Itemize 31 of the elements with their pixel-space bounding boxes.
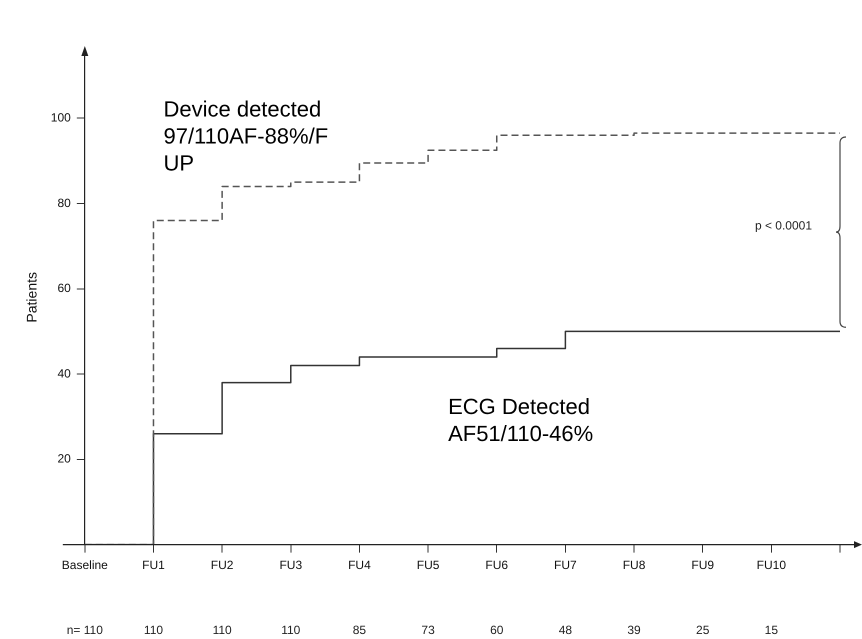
y-tick-label: 40 xyxy=(57,366,72,380)
text: 85 xyxy=(352,622,366,637)
text: n= 110 xyxy=(66,622,104,637)
y-tick-label: 20 xyxy=(57,452,72,466)
y-tick-label: 100 xyxy=(50,110,72,125)
x-tick-label: FU6 xyxy=(485,558,508,572)
x-tick-label: FU2 xyxy=(210,558,234,572)
text: 110 xyxy=(212,622,232,637)
text: 110 xyxy=(281,622,301,637)
series-label: ECG Detected AF51/110-46% xyxy=(448,394,594,446)
x-tick-label: FU7 xyxy=(554,558,578,572)
x-tick-label: FU5 xyxy=(416,558,440,572)
y-axis-title: Patients xyxy=(23,272,40,323)
annotation: p < 0.0001 xyxy=(754,218,812,233)
y-tick-label: 60 xyxy=(57,281,72,296)
text: 15 xyxy=(764,622,778,637)
text: 60 xyxy=(490,622,504,637)
series-label: Device detected 97/110AF-88%/F UP xyxy=(163,96,328,176)
x-tick-label: Baseline xyxy=(62,558,108,572)
x-tick-label: FU1 xyxy=(142,558,166,572)
y-tick-label: 80 xyxy=(57,196,72,210)
x-tick-label: FU10 xyxy=(756,558,786,572)
x-tick-label: FU3 xyxy=(279,558,302,572)
text: 25 xyxy=(696,622,710,637)
x-tick-label: FU4 xyxy=(348,558,372,572)
text: 39 xyxy=(627,622,642,637)
x-tick-label: FU8 xyxy=(622,558,646,572)
text: 48 xyxy=(558,622,572,637)
text: 73 xyxy=(421,622,436,637)
text: 110 xyxy=(144,622,164,637)
x-tick-label: FU9 xyxy=(691,558,714,572)
